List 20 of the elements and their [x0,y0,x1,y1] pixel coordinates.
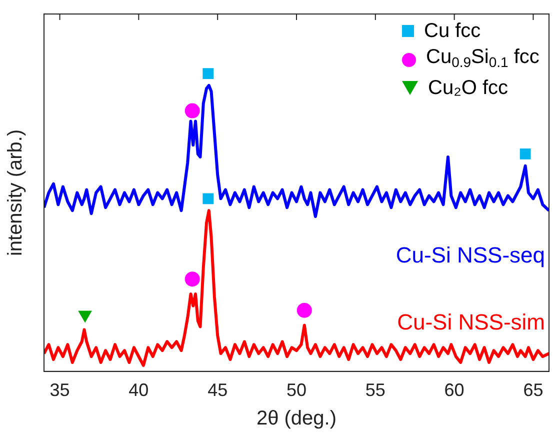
x-tick-label: 50 [286,380,307,400]
point [296,302,312,318]
y-axis-title: intensity (arb.) [4,129,27,256]
x-tick-label: 45 [208,380,228,400]
x-tick-label: 60 [444,380,464,400]
series-label: Cu-Si NSS-sim [397,310,545,335]
x-tick-label: 40 [128,380,149,400]
x-tick-label: 65 [523,380,544,400]
point [184,103,200,118]
x-tick-label: 35 [50,380,70,400]
x-axis-title: 2θ (deg.) [256,408,337,430]
legend-label: Cu fcc [424,19,481,44]
point [520,148,531,160]
legend-label: Cu₂O fcc [428,76,508,101]
point [202,193,214,204]
series-label: Cu-Si NSS-seq [396,242,545,268]
point [202,68,214,80]
x-tick-label: 55 [365,380,386,400]
legend-label: Cu$_{0.9}$Si$_{0.1}$ fcc [426,45,540,72]
point [184,272,200,287]
